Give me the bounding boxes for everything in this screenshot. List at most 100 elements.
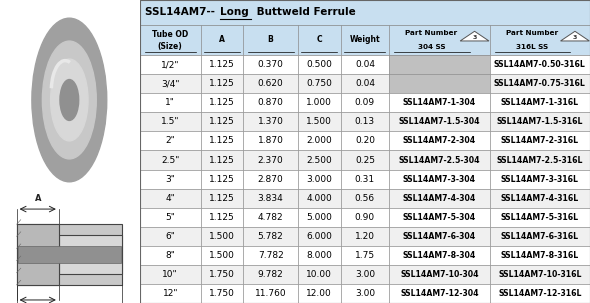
Bar bbox=[340, 208, 389, 227]
Text: SSL14AM7-6-304: SSL14AM7-6-304 bbox=[403, 232, 476, 241]
Text: 0.04: 0.04 bbox=[355, 79, 375, 88]
Text: SSL14AM7-12-304: SSL14AM7-12-304 bbox=[400, 289, 478, 298]
Text: SSL14AM7-1.5-316L: SSL14AM7-1.5-316L bbox=[497, 117, 583, 126]
Bar bbox=[340, 55, 389, 74]
Text: 1.370: 1.370 bbox=[258, 117, 284, 126]
Bar bbox=[243, 112, 298, 132]
Bar bbox=[243, 284, 298, 303]
Text: 0.370: 0.370 bbox=[258, 60, 284, 69]
Text: Long: Long bbox=[220, 7, 249, 18]
Text: 1.20: 1.20 bbox=[355, 232, 375, 241]
Bar bbox=[201, 227, 243, 246]
Bar bbox=[389, 151, 490, 170]
Text: 1.000: 1.000 bbox=[306, 98, 332, 107]
Bar bbox=[201, 93, 243, 112]
Text: 3: 3 bbox=[573, 35, 577, 40]
Bar bbox=[490, 227, 590, 246]
Text: SSL14AM7-2.5-304: SSL14AM7-2.5-304 bbox=[399, 155, 480, 165]
Text: 0.09: 0.09 bbox=[355, 98, 375, 107]
Text: 1.125: 1.125 bbox=[209, 213, 235, 222]
Circle shape bbox=[32, 18, 107, 182]
Text: SSL14AM7-4-304: SSL14AM7-4-304 bbox=[403, 194, 476, 203]
Text: 0.750: 0.750 bbox=[306, 79, 332, 88]
Text: 9.782: 9.782 bbox=[258, 270, 284, 279]
Bar bbox=[140, 188, 201, 208]
Bar bbox=[389, 74, 490, 93]
Bar bbox=[243, 93, 298, 112]
Bar bbox=[340, 284, 389, 303]
Bar bbox=[340, 170, 389, 188]
Bar bbox=[140, 93, 201, 112]
Bar bbox=[298, 265, 340, 284]
Bar bbox=[490, 25, 590, 55]
Bar bbox=[140, 284, 201, 303]
Bar bbox=[298, 284, 340, 303]
Bar bbox=[389, 132, 490, 151]
Polygon shape bbox=[560, 31, 589, 41]
Text: 1.75: 1.75 bbox=[355, 251, 375, 260]
Bar bbox=[340, 151, 389, 170]
Circle shape bbox=[51, 59, 88, 141]
Bar bbox=[243, 246, 298, 265]
Text: 2": 2" bbox=[165, 136, 175, 145]
Text: 3.834: 3.834 bbox=[258, 194, 284, 203]
Text: 0.870: 0.870 bbox=[258, 98, 284, 107]
Text: B: B bbox=[268, 35, 274, 45]
Bar bbox=[243, 188, 298, 208]
Bar bbox=[340, 246, 389, 265]
Bar bbox=[340, 25, 389, 55]
Bar bbox=[490, 55, 590, 74]
Bar bbox=[490, 284, 590, 303]
Bar bbox=[243, 132, 298, 151]
Bar bbox=[490, 208, 590, 227]
Text: 0.25: 0.25 bbox=[355, 155, 375, 165]
Bar bbox=[298, 55, 340, 74]
Bar bbox=[140, 208, 201, 227]
Text: 1.125: 1.125 bbox=[209, 175, 235, 184]
Text: C: C bbox=[316, 35, 322, 45]
Bar bbox=[201, 265, 243, 284]
Text: 2.000: 2.000 bbox=[306, 136, 332, 145]
Bar bbox=[389, 55, 490, 74]
Text: SSL14AM7-0.50-316L: SSL14AM7-0.50-316L bbox=[494, 60, 586, 69]
Bar bbox=[59, 235, 122, 274]
Bar bbox=[201, 208, 243, 227]
Bar bbox=[243, 25, 298, 55]
Text: 1.125: 1.125 bbox=[209, 98, 235, 107]
Bar bbox=[201, 284, 243, 303]
Text: 4.000: 4.000 bbox=[306, 194, 332, 203]
Text: SSL14AM7-3-316L: SSL14AM7-3-316L bbox=[501, 175, 579, 184]
Bar bbox=[298, 170, 340, 188]
Text: Part Number: Part Number bbox=[506, 30, 558, 36]
Bar bbox=[490, 246, 590, 265]
Bar bbox=[389, 112, 490, 132]
Text: 1.750: 1.750 bbox=[209, 270, 235, 279]
Text: SSL14AM7-4-316L: SSL14AM7-4-316L bbox=[501, 194, 579, 203]
Text: 1.750: 1.750 bbox=[209, 289, 235, 298]
Text: 1.125: 1.125 bbox=[209, 194, 235, 203]
Text: 0.31: 0.31 bbox=[355, 175, 375, 184]
Text: 1.870: 1.870 bbox=[258, 136, 284, 145]
Text: 1.500: 1.500 bbox=[209, 232, 235, 241]
Text: SSL14AM7-8-304: SSL14AM7-8-304 bbox=[403, 251, 476, 260]
Text: Part Number: Part Number bbox=[405, 30, 457, 36]
Text: 1.125: 1.125 bbox=[209, 60, 235, 69]
Bar bbox=[140, 132, 201, 151]
Bar bbox=[389, 25, 490, 55]
Bar bbox=[201, 188, 243, 208]
Text: 2.370: 2.370 bbox=[258, 155, 284, 165]
Bar bbox=[340, 93, 389, 112]
Text: SSL14AM7-2.5-316L: SSL14AM7-2.5-316L bbox=[497, 155, 583, 165]
Polygon shape bbox=[460, 31, 489, 41]
Bar bbox=[140, 55, 201, 74]
Bar bbox=[243, 55, 298, 74]
Bar bbox=[298, 25, 340, 55]
Text: SSL14AM7-6-316L: SSL14AM7-6-316L bbox=[501, 232, 579, 241]
Text: 3.00: 3.00 bbox=[355, 289, 375, 298]
Text: SSL14AM7-8-316L: SSL14AM7-8-316L bbox=[501, 251, 579, 260]
Bar bbox=[298, 227, 340, 246]
Bar bbox=[243, 227, 298, 246]
Bar bbox=[298, 74, 340, 93]
Bar bbox=[201, 74, 243, 93]
Text: SSL14AM7-1-304: SSL14AM7-1-304 bbox=[403, 98, 476, 107]
